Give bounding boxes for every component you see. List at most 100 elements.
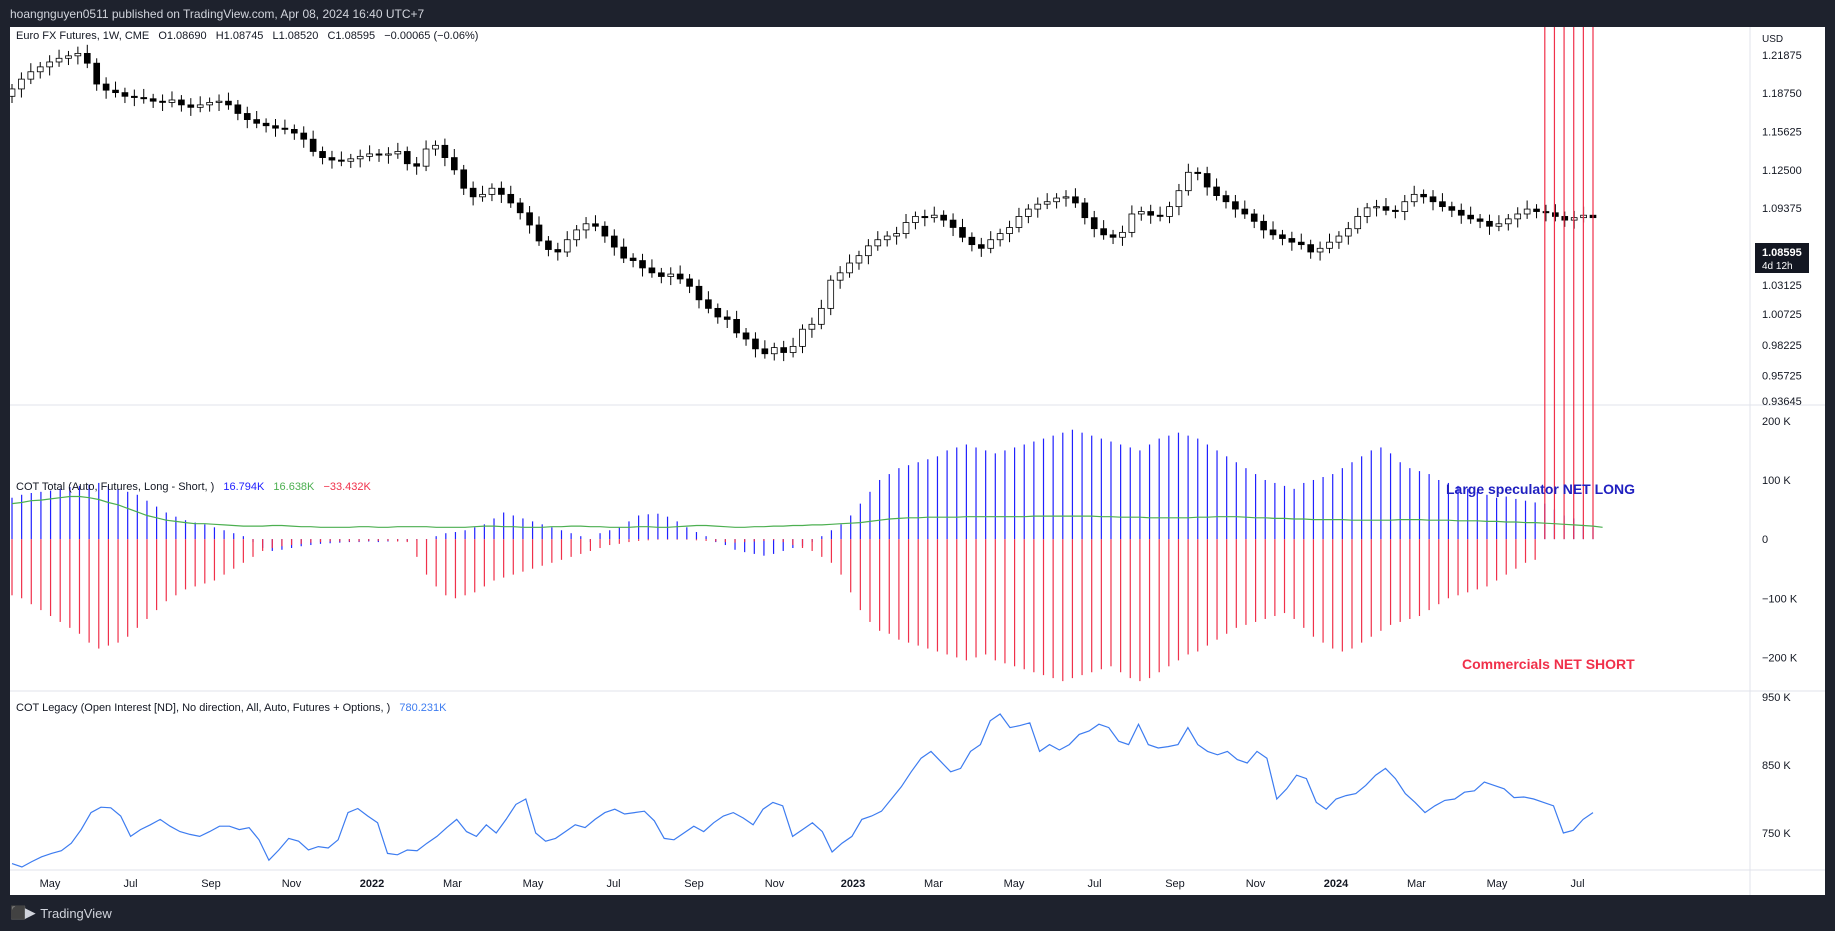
candle-body bbox=[196, 104, 204, 108]
brand-label[interactable]: TradingView bbox=[40, 905, 112, 921]
candle-body bbox=[338, 159, 345, 162]
time-tick-label: Jul bbox=[123, 878, 137, 890]
time-tick-label: Mar bbox=[443, 878, 462, 890]
price-tick-label: 1.09375 bbox=[1762, 203, 1802, 215]
candle-body bbox=[723, 316, 731, 320]
candle-body bbox=[403, 151, 411, 165]
oi-title: COT Legacy (Open Interest [ND], No direc… bbox=[16, 702, 390, 714]
price-tick-label: 1.18750 bbox=[1762, 88, 1802, 100]
candle-body bbox=[563, 239, 571, 253]
candle-body bbox=[1128, 213, 1136, 233]
candle-body bbox=[676, 273, 684, 280]
candle-body bbox=[1147, 211, 1155, 216]
time-tick-label: Jul bbox=[1087, 878, 1101, 890]
candle-body bbox=[262, 122, 270, 127]
candle-body bbox=[1090, 217, 1098, 230]
candle-body bbox=[27, 71, 35, 80]
candle-body bbox=[291, 128, 298, 134]
time-tick-label: Nov bbox=[765, 878, 785, 890]
high-value: H1.08745 bbox=[216, 30, 264, 42]
candle-body bbox=[865, 245, 872, 257]
candle-body bbox=[1194, 171, 1202, 174]
candle-body bbox=[507, 193, 515, 204]
candle-body bbox=[1307, 244, 1314, 253]
chart-svg[interactable]: 1.218751.187501.156251.125001.093751.062… bbox=[8, 27, 1825, 895]
candle-body bbox=[610, 235, 618, 248]
time-tick-label: May bbox=[1487, 878, 1508, 890]
candle-body bbox=[752, 338, 759, 350]
time-tick-label: 2024 bbox=[1324, 878, 1349, 890]
footer: ⬛▶ TradingView bbox=[10, 905, 112, 921]
candle-body bbox=[450, 157, 458, 171]
candle-body bbox=[695, 285, 703, 301]
candle-body bbox=[8, 88, 16, 97]
net-line bbox=[11, 495, 1603, 528]
candle-body bbox=[1439, 201, 1446, 208]
candle-body bbox=[131, 95, 138, 98]
candle-body bbox=[1175, 190, 1183, 208]
candle-body bbox=[234, 104, 242, 114]
candle-body bbox=[187, 104, 195, 108]
candle-body bbox=[1514, 213, 1522, 220]
candle-body bbox=[243, 113, 251, 120]
candle-body bbox=[705, 299, 712, 309]
candle-body bbox=[949, 219, 957, 228]
cot-tick-label: −100 K bbox=[1762, 593, 1798, 605]
price-tick-label: 1.21875 bbox=[1762, 50, 1802, 62]
candle-body bbox=[319, 151, 326, 158]
candle-body bbox=[1476, 218, 1484, 222]
time-tick-label: Sep bbox=[201, 878, 221, 890]
candle-body bbox=[1279, 234, 1286, 239]
cot-bars bbox=[11, 27, 1603, 682]
candle-body bbox=[620, 246, 628, 259]
change-value: −0.00065 (−0.06%) bbox=[384, 30, 478, 42]
candle-body bbox=[818, 307, 825, 325]
candle-body bbox=[883, 235, 891, 241]
candle-body bbox=[1222, 195, 1230, 203]
candle-body bbox=[1053, 197, 1060, 203]
candle-body bbox=[930, 214, 938, 219]
candle-body bbox=[1297, 241, 1305, 246]
candle-body bbox=[855, 255, 863, 264]
candle-body bbox=[761, 348, 769, 355]
candle-body bbox=[1467, 214, 1474, 220]
candle-body bbox=[1316, 247, 1324, 253]
comm-annotation: Commercials NET SHORT bbox=[1462, 656, 1635, 672]
candle-body bbox=[977, 244, 985, 249]
time-tick-label: 2023 bbox=[841, 878, 865, 890]
candle-body bbox=[1166, 206, 1173, 217]
chart-area[interactable]: 1.218751.187501.156251.125001.093751.062… bbox=[8, 27, 1825, 895]
candle-body bbox=[827, 279, 835, 309]
time-tick-label: Nov bbox=[282, 878, 302, 890]
time-tick-label: Mar bbox=[924, 878, 943, 890]
candle-body bbox=[1392, 209, 1399, 212]
cot-tick-label: 0 bbox=[1762, 534, 1768, 546]
candle-body bbox=[159, 100, 166, 103]
last-price-label: 1.08595 bbox=[1762, 247, 1802, 259]
candle-body bbox=[1504, 218, 1512, 225]
currency-label[interactable]: USD bbox=[1762, 34, 1783, 45]
candle-body bbox=[1486, 220, 1493, 227]
candle-body bbox=[1137, 211, 1145, 215]
candle-body bbox=[300, 132, 308, 140]
candle-body bbox=[413, 163, 420, 167]
candle-body bbox=[789, 345, 797, 353]
candle-body bbox=[601, 225, 609, 237]
cot-spec-value: 16.794K bbox=[223, 481, 265, 493]
candle-body bbox=[1533, 208, 1540, 212]
oi-tick-label: 750 K bbox=[1762, 828, 1791, 840]
candle-body bbox=[309, 138, 317, 152]
candle-body bbox=[488, 187, 496, 195]
candle-body bbox=[742, 332, 750, 340]
candle-body bbox=[469, 187, 477, 198]
oi-line bbox=[11, 713, 1594, 868]
candle-body bbox=[836, 272, 844, 281]
candle-body bbox=[46, 61, 53, 68]
main-legend: Euro FX Futures, 1W, CME O1.08690 H1.087… bbox=[16, 30, 478, 42]
candle-body bbox=[1034, 203, 1042, 210]
countdown-label: 4d 12h bbox=[1762, 261, 1793, 272]
spec-annotation: Large speculator NET LONG bbox=[1446, 481, 1635, 497]
candle-body bbox=[1232, 201, 1239, 210]
candle-body bbox=[1410, 193, 1418, 203]
time-tick-label: 2022 bbox=[360, 878, 384, 890]
